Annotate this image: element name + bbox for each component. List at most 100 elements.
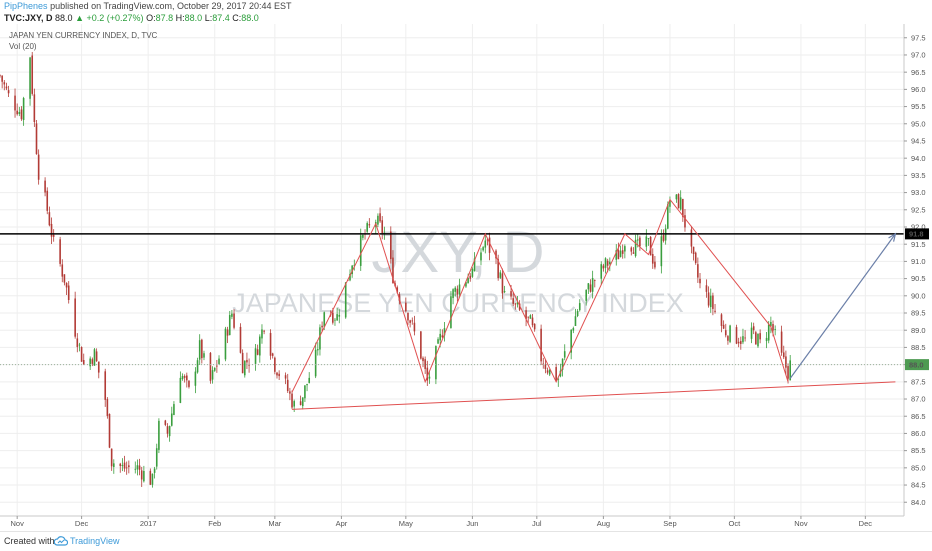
symbol-ohlc-line: TVC:JXY, D 88.0 ▲ +0.2 (+0.27%) O:87.8 H…	[4, 13, 259, 23]
candle-body	[780, 331, 783, 353]
candle-body	[503, 291, 506, 293]
x-tick-label: Dec	[75, 519, 89, 528]
candles	[0, 51, 791, 488]
candle-body	[488, 237, 491, 253]
candle-body	[158, 420, 160, 450]
change-value: +0.2 (+0.27%)	[86, 13, 144, 23]
candle-body	[516, 302, 519, 305]
candle-body	[576, 310, 579, 317]
candle-body	[572, 328, 575, 331]
price-label-box	[905, 228, 929, 240]
candle-body	[7, 90, 10, 94]
price-label-box	[905, 359, 929, 371]
candle-body	[722, 324, 725, 329]
candle-body	[512, 298, 515, 304]
candle-body	[319, 327, 321, 350]
candle-body	[724, 330, 727, 336]
candle-body	[286, 379, 289, 392]
candle-body	[239, 326, 242, 353]
candle-body	[123, 462, 126, 469]
candle-body	[482, 247, 484, 251]
candle-body	[707, 292, 710, 306]
candle-body	[454, 287, 457, 292]
candle-body	[767, 324, 770, 341]
x-axis: Nov Dec 2017 Feb Mar Apr May Jun Jul Aug Sep Oct Nov…	[11, 516, 872, 528]
y-tick-label: 92.0	[911, 223, 926, 232]
publisher-link[interactable]: PipPhenes	[4, 1, 48, 11]
candle-body	[381, 220, 384, 234]
candle-body	[349, 273, 351, 281]
candle-body	[121, 465, 124, 466]
footer: Created with TradingView	[0, 531, 932, 551]
candle-body	[74, 298, 76, 337]
x-tick-label: Mar	[268, 519, 281, 528]
candle-body	[759, 333, 761, 340]
candle-body	[332, 312, 334, 323]
candle-body	[113, 463, 115, 467]
y-tick-label: 92.5	[911, 205, 926, 214]
created-with-text: Created with	[4, 536, 55, 546]
candle-body	[392, 257, 394, 284]
y-tick-label: 87.5	[911, 377, 926, 386]
candle-body	[209, 352, 212, 381]
projection-arrow-head	[888, 232, 897, 242]
candle-body	[254, 348, 257, 364]
candle-body	[591, 277, 594, 292]
chart-title: JAPAN YEN CURRENCY INDEX, D, TVC	[9, 31, 158, 40]
candle-body	[409, 320, 411, 323]
candle-body	[241, 352, 244, 374]
candle-body	[128, 465, 130, 468]
candle-body	[366, 223, 368, 232]
candle-body	[203, 353, 205, 358]
candle-body	[97, 361, 100, 373]
candle-body	[306, 383, 308, 386]
candle-body	[5, 86, 8, 89]
high-label: H:	[175, 13, 185, 23]
candle-body	[729, 325, 731, 342]
candle-body	[727, 336, 729, 341]
projection-arrow-line	[789, 233, 896, 379]
candle-body	[293, 401, 295, 407]
candle-body	[720, 314, 723, 326]
symbol-label[interactable]: TVC:JXY, D	[4, 13, 53, 23]
candle-body	[690, 229, 693, 247]
candle-body	[570, 329, 572, 353]
candle-body	[437, 339, 439, 344]
candle-body	[368, 224, 371, 226]
candle-body	[600, 264, 603, 279]
change-arrow-icon: ▲	[75, 13, 84, 23]
candle-body	[316, 349, 319, 351]
candle-body	[486, 239, 489, 241]
candle-body	[351, 265, 353, 275]
candle-body	[649, 236, 652, 256]
candle-body	[636, 239, 639, 241]
candle-body	[587, 283, 590, 290]
candle-body	[143, 470, 145, 482]
candle-body	[675, 194, 678, 200]
y-tick-label: 84.5	[911, 481, 926, 490]
price-chart[interactable]: JXY, D JAPANESE YEN CURRENCY INDEX 84.08…	[0, 0, 932, 531]
support-trendline	[292, 381, 896, 410]
y-tick-label: 89.0	[911, 326, 926, 335]
candle-body	[501, 273, 504, 294]
candle-body	[125, 467, 128, 469]
candle-body	[256, 349, 259, 355]
candle-body	[697, 264, 699, 278]
candle-body	[153, 468, 156, 473]
y-tick-label: 85.5	[911, 446, 926, 455]
candle-body	[179, 377, 182, 403]
candle-body	[452, 289, 454, 299]
close-label: C:	[232, 13, 242, 23]
plot-area	[0, 24, 904, 516]
candle-body	[555, 367, 557, 381]
candle-body	[428, 376, 431, 379]
candle-body	[22, 98, 25, 121]
candle-body	[168, 426, 171, 437]
tradingview-brand[interactable]: TradingView	[70, 536, 120, 546]
candle-body	[198, 340, 201, 360]
candle-body	[407, 312, 409, 321]
candle-body	[609, 261, 611, 265]
candle-body	[246, 359, 248, 363]
candle-body	[0, 75, 1, 77]
x-tick-label: Nov	[794, 519, 808, 528]
